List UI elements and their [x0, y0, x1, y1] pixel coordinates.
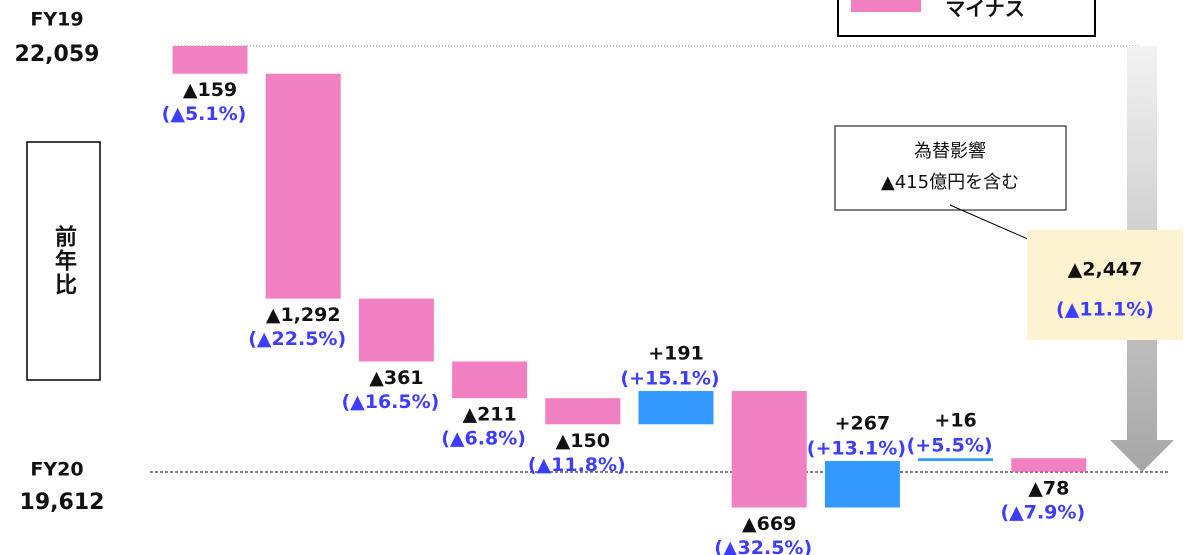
rate-label: (▲16.5%) — [341, 391, 439, 413]
bar — [358, 298, 434, 362]
end-label: FY20 — [30, 459, 83, 481]
bar — [918, 458, 994, 462]
value-label: ▲78 — [1028, 477, 1069, 499]
bar — [638, 391, 714, 425]
total-rate: (▲11.1%) — [1056, 299, 1154, 321]
rate-label: (▲6.8%) — [441, 428, 526, 450]
start-label: FY19 — [30, 9, 83, 31]
rate-label: (▲5.1%) — [162, 103, 247, 125]
total-value: ▲2,447 — [1068, 259, 1143, 281]
bar — [452, 361, 528, 399]
value-label: ▲159 — [183, 79, 237, 101]
value-label: ▲211 — [462, 404, 516, 426]
rate-label: (▲32.5%) — [714, 537, 812, 555]
value-label: ▲1,292 — [266, 304, 341, 326]
value-label: ▲150 — [556, 430, 610, 452]
annotation-box — [834, 125, 1067, 211]
value-label: +16 — [934, 410, 976, 432]
rate-label: (+5.5%) — [907, 435, 993, 457]
value-label: ▲361 — [369, 367, 423, 389]
side-box — [26, 141, 101, 381]
rate-label: (▲11.8%) — [528, 454, 626, 476]
annotation-leader — [949, 204, 1031, 241]
bar — [824, 461, 900, 508]
start-value: 22,059 — [15, 42, 100, 67]
end-value: 19,612 — [20, 490, 105, 515]
bar — [265, 73, 341, 299]
rate-label: (+13.1%) — [807, 438, 906, 460]
annotation-line: ▲415億円を含む — [881, 172, 1019, 193]
legend-label: マイナス — [945, 0, 1025, 21]
rate-label: (▲22.5%) — [248, 328, 346, 350]
bar — [172, 46, 248, 74]
legend-swatch — [851, 0, 921, 12]
rate-label: (+15.1%) — [620, 368, 719, 390]
value-label: +267 — [835, 413, 891, 435]
bar — [1011, 458, 1087, 472]
value-label: ▲669 — [742, 513, 796, 535]
value-label: +191 — [648, 343, 704, 365]
side-label: 前年比 — [51, 224, 77, 297]
total-box — [1027, 230, 1183, 340]
bar — [731, 391, 807, 508]
rate-label: (▲7.9%) — [1000, 501, 1085, 523]
bar — [545, 398, 621, 425]
annotation-line: 為替影響 — [914, 141, 986, 162]
